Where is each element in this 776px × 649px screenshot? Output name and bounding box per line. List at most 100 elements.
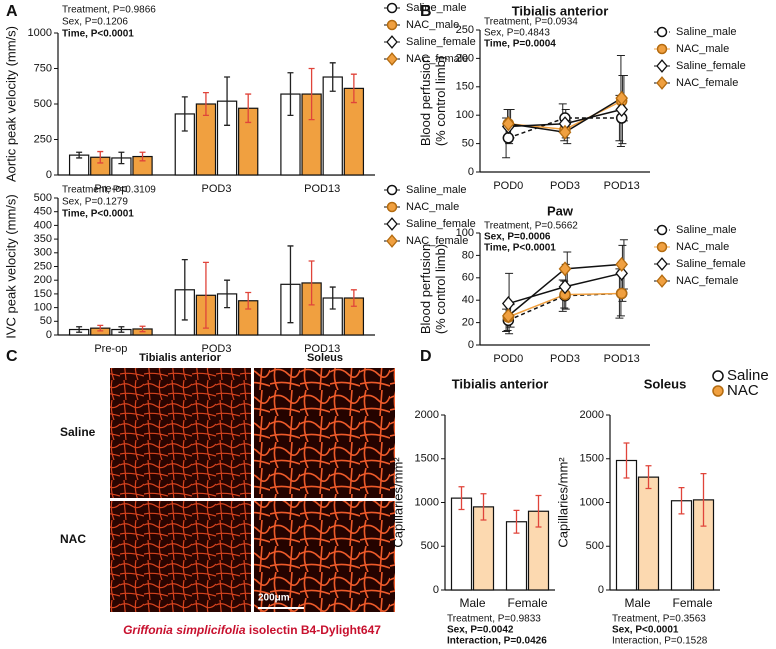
marker: [386, 234, 398, 248]
marker: [615, 256, 629, 272]
legend-label: NAC_female: [406, 53, 468, 65]
micrograph: [254, 501, 395, 612]
y-tick-label: 350: [34, 233, 52, 245]
stat-text: Sex, P=0.4843: [484, 28, 550, 39]
panel-label: A: [6, 3, 18, 20]
panel-label: B: [420, 3, 432, 20]
y-tick-label: 250: [456, 24, 474, 36]
x-tick-label: Male: [624, 596, 650, 610]
stat-text: Sex, P<0.0001: [612, 625, 679, 636]
error-bar: [245, 291, 252, 310]
y-tick-label: 40: [462, 294, 474, 306]
y-axis-label: IVC peak velocity (mm/s): [3, 194, 18, 338]
y-tick-label: 0: [46, 169, 52, 181]
error-bar: [202, 261, 209, 329]
bar: [450, 497, 473, 591]
marker: [386, 2, 398, 14]
stat-text: Time, P<0.0001: [62, 29, 134, 40]
error-bar: [623, 442, 630, 479]
y-tick-label: 20: [462, 317, 474, 329]
stat-text: Time, P<0.0001: [484, 243, 556, 254]
marker: [558, 124, 572, 140]
legend-label: NAC_female: [676, 77, 738, 89]
micrographs: 200μm: [110, 368, 395, 612]
panel-label: D: [420, 348, 432, 365]
marker: [615, 265, 629, 281]
y-tick-label: 500: [586, 540, 604, 552]
stat-text: Time, P<0.0001: [62, 209, 134, 220]
marker: [615, 102, 629, 118]
error-bar: [118, 151, 125, 165]
error-bar: [678, 486, 685, 515]
legend-label: Saline_female: [406, 218, 476, 230]
x-tick-label: POD13: [604, 180, 640, 192]
error-bar: [645, 465, 652, 490]
y-tick-label: 250: [34, 133, 52, 145]
y-tick-label: 250: [34, 260, 52, 272]
x-tick-label: Female: [507, 596, 547, 610]
marker: [656, 257, 668, 271]
x-tick-label: Male: [459, 596, 485, 610]
legend-label: NAC_male: [676, 43, 729, 55]
marker: [656, 274, 668, 288]
y-tick-label: 2000: [415, 409, 439, 421]
y-tick-label: 1500: [580, 453, 604, 465]
legend-label: Saline_male: [676, 224, 737, 236]
legend-label: NAC_male: [406, 201, 459, 213]
marker: [386, 19, 398, 31]
y-tick-label: 1000: [580, 496, 604, 508]
error-bar: [181, 259, 188, 321]
error-bar: [480, 493, 487, 521]
error-bar: [118, 326, 125, 333]
x-tick-label: POD3: [202, 183, 232, 195]
marker: [615, 287, 628, 300]
stat-text: Interaction, P=0.1528: [612, 636, 708, 647]
error-bar: [181, 96, 188, 132]
error-bar: [329, 286, 336, 310]
chart-title: Tibialis anterior: [452, 376, 549, 391]
y-tick-label: 100: [34, 302, 52, 314]
x-tick-label: POD13: [304, 183, 340, 195]
error-bar: [224, 76, 231, 126]
legend-label: Saline_male: [676, 26, 737, 38]
legend-label: Saline: [727, 367, 769, 384]
error-bar: [202, 91, 209, 117]
error-bar: [700, 472, 707, 527]
y-tick-label: 1000: [28, 27, 52, 39]
x-tick-label: POD3: [550, 180, 580, 192]
micrograph: [110, 368, 251, 498]
legend-label: Saline_male: [406, 2, 467, 14]
stat-text: Interaction, P=0.0426: [447, 636, 547, 647]
y-tick-label: 1000: [415, 496, 439, 508]
y-tick-label: 1500: [415, 453, 439, 465]
y-tick-label: 2000: [580, 409, 604, 421]
marker: [656, 76, 668, 90]
legend-label: NAC: [727, 382, 759, 399]
error-bar: [287, 245, 294, 324]
marker: [656, 26, 668, 38]
caption: Griffonia simplicifolia isolectin B4-Dyl…: [123, 623, 381, 637]
marker: [501, 116, 515, 132]
stat-text: Sex, P=0.0006: [484, 232, 551, 243]
legend-label: NAC_female: [676, 275, 738, 287]
error-bar: [97, 324, 104, 332]
marker: [386, 217, 398, 231]
y-tick-label: 50: [462, 138, 474, 150]
error-bar: [458, 486, 465, 511]
marker: [501, 308, 515, 324]
stat-text: Sex, P=0.0042: [447, 625, 514, 636]
legend-label: NAC_female: [406, 235, 468, 247]
stat-text: Treatment, P=0.9866: [62, 5, 156, 16]
marker: [558, 279, 572, 295]
stat-text: Treatment, P=0.3109: [62, 185, 156, 196]
y-tick-label: 150: [34, 288, 52, 300]
panel-label: C: [6, 348, 18, 365]
legend-label: Saline_female: [676, 60, 746, 72]
x-tick-label: POD13: [604, 353, 640, 365]
caption-italic: Griffonia simplicifolia: [123, 623, 246, 637]
y-tick-label: 100: [456, 109, 474, 121]
error-bar: [76, 326, 83, 333]
y-axis-label: (% control limb): [433, 56, 448, 146]
marker: [712, 370, 724, 382]
